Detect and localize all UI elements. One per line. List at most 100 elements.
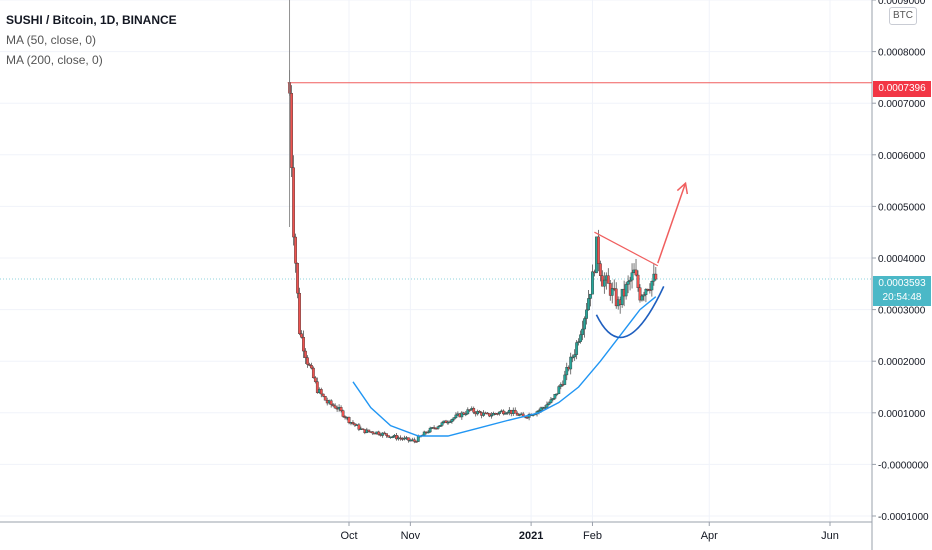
candle-body — [496, 413, 499, 415]
x-tick-label: 2021 — [519, 530, 543, 542]
candle-body — [579, 334, 582, 342]
candle-body — [583, 318, 586, 330]
candle-body — [630, 272, 634, 281]
bowl-curve — [595, 286, 665, 339]
candle-body — [525, 417, 529, 419]
candle-body — [634, 269, 638, 276]
candle-body — [585, 309, 588, 319]
candle-body — [466, 409, 470, 415]
candle-body — [569, 356, 573, 370]
candle-body — [557, 386, 561, 394]
candle-body — [581, 328, 584, 335]
y-tick-label: 0.0009000 — [878, 0, 926, 7]
candle-body — [624, 284, 628, 297]
last-price-tag: 0.0003593 — [873, 276, 931, 292]
candle-body — [606, 275, 610, 284]
candle-body — [472, 408, 476, 413]
candle-body — [323, 396, 327, 401]
candle-body — [436, 426, 440, 429]
candle-body — [654, 273, 658, 280]
ma-curve — [352, 296, 657, 437]
candle-body — [547, 402, 551, 405]
y-axis-ticks: 0.0009000 0.0008000 0.0007000 0.0006000 0.00… — [872, 0, 929, 523]
candle-body — [553, 394, 557, 399]
candle-body — [367, 429, 371, 432]
candle-body — [391, 436, 394, 438]
candle-body — [571, 356, 575, 359]
trendline — [594, 231, 659, 267]
currency-badge[interactable]: BTC — [889, 7, 917, 25]
candle-body — [644, 289, 648, 295]
candle-body — [426, 431, 430, 434]
candle-body — [387, 435, 390, 438]
candle-body — [321, 393, 325, 397]
candle-body — [478, 411, 482, 413]
candle-body — [347, 417, 351, 423]
candle-body — [620, 288, 624, 305]
candle-body — [501, 410, 505, 415]
x-tick-label: Oct — [340, 530, 357, 542]
candle-body — [565, 366, 569, 376]
candle-body — [294, 236, 297, 264]
drawings — [594, 181, 689, 339]
candle-body — [412, 439, 416, 442]
y-tick-label: 0.0002000 — [878, 357, 926, 368]
symbol-title: SUSHI / Bitcoin, 1D, BINANCE — [6, 13, 177, 27]
candle-body — [597, 236, 600, 264]
y-tick-label: 0.0003000 — [878, 306, 926, 317]
candle-body — [549, 399, 553, 404]
candle-body — [462, 412, 466, 415]
y-tick-label: -0.0001000 — [878, 512, 929, 523]
arrow-head — [676, 181, 689, 195]
candle-body — [361, 428, 365, 430]
candle-body — [298, 292, 301, 334]
x-tick-label: Nov — [401, 530, 421, 542]
candle-body — [577, 341, 581, 343]
axes — [0, 0, 873, 550]
candle-body — [454, 414, 458, 418]
candle-body — [468, 409, 472, 411]
candle-body — [339, 407, 343, 411]
chart-legend: SUSHI / Bitcoin, 1D, BINANCE MA (50, clo… — [6, 10, 177, 70]
candle-body — [440, 422, 444, 426]
candle-body — [300, 333, 303, 338]
candle-body — [545, 404, 549, 408]
candle-body — [610, 288, 614, 296]
x-tick-label: Jun — [821, 530, 839, 542]
candle-body — [640, 295, 644, 301]
candle-body — [573, 354, 577, 358]
candle-body — [292, 167, 295, 238]
candle-body — [650, 281, 654, 291]
candle-body — [602, 279, 606, 287]
ma200-legend: MA (200, close, 0) — [6, 53, 103, 67]
candle-body — [333, 405, 337, 409]
candle-body — [357, 424, 361, 430]
y-tick-label: 0.0006000 — [878, 151, 926, 162]
candle-body — [428, 427, 432, 433]
candle-body — [343, 416, 347, 418]
candle-body — [311, 367, 315, 379]
y-tick-label: 0.0004000 — [878, 254, 926, 265]
candle-body — [628, 279, 632, 282]
y-tick-label: 0.0005000 — [878, 202, 926, 213]
candle-body — [452, 417, 456, 420]
y-tick-label: 0.0001000 — [878, 409, 926, 420]
candle-body — [589, 293, 592, 299]
plot-area[interactable] — [0, 0, 872, 522]
candle-body — [331, 404, 335, 407]
candle-body — [563, 374, 567, 385]
candle-body — [460, 412, 464, 418]
candle-body — [313, 377, 317, 382]
candle-body — [488, 413, 491, 417]
candle-body — [636, 274, 640, 288]
candle-body — [626, 281, 630, 285]
candle-body — [381, 432, 385, 436]
candle-body — [551, 398, 555, 400]
y-tick-label: 0.0008000 — [878, 48, 926, 59]
candle-body — [537, 410, 541, 412]
candle-body — [304, 350, 307, 358]
x-tick-label: Feb — [583, 530, 602, 542]
candle-body — [614, 288, 618, 307]
candle-body — [587, 298, 590, 311]
